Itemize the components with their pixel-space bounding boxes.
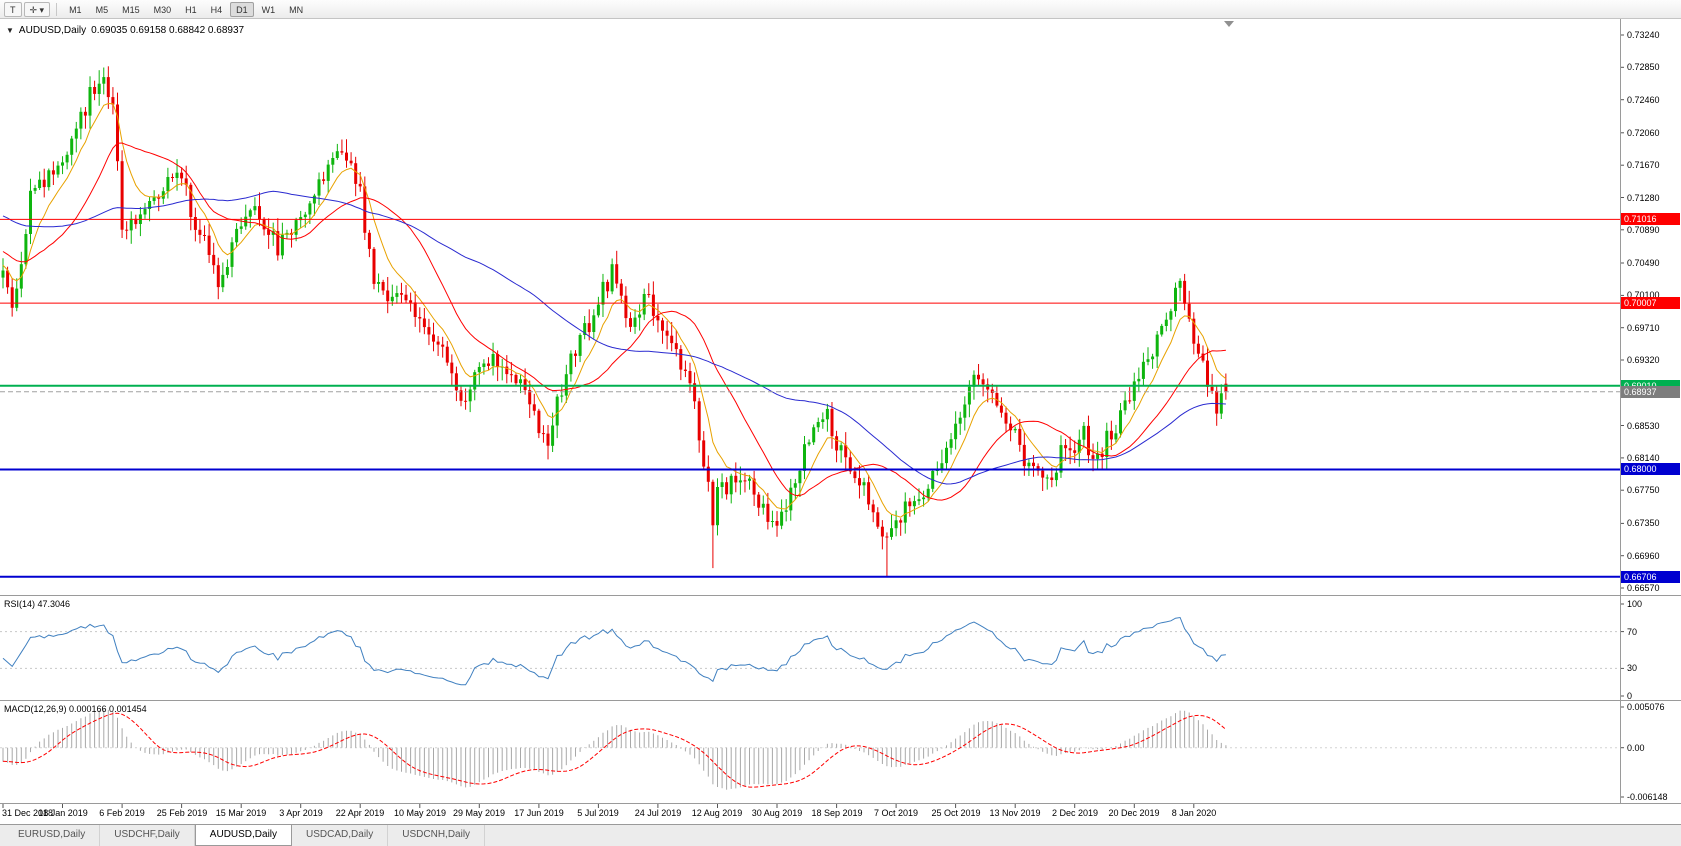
time-axis-label: 18 Jan 2019 (38, 808, 88, 818)
macd-axis-tick: 0.00 (1627, 743, 1645, 753)
price-badge-068937: 0.68937 (1621, 386, 1680, 398)
timeframe-toolbar: T ✛ ▾ M1 M5 M15 M30 H1 H4 D1 W1 MN (0, 0, 1681, 19)
time-axis-label: 20 Dec 2019 (1108, 808, 1160, 818)
time-axis-label: 25 Oct 2019 (931, 808, 981, 818)
rsi-label: RSI(14) 47.3046 (4, 599, 71, 609)
price-axis-tick: 0.66570 (1627, 583, 1660, 593)
macd-histogram (2, 709, 1227, 790)
chart-ohlc-values: 0.69035 0.69158 0.68842 0.68937 (91, 25, 245, 36)
ma-fast-orange-line (2, 102, 1227, 518)
price-axis-tick: 0.70100 (1627, 290, 1660, 300)
chart-title: ▼ AUDUSD,Daily 0.69035 0.69158 0.68842 0… (6, 25, 244, 36)
chart-tab-usdcnh[interactable]: USDCNH,Daily (388, 825, 486, 846)
time-axis-label: 31 Dec 2018 (2, 808, 54, 818)
time-axis-label: 7 Oct 2019 (873, 808, 919, 818)
timeframe-m5-button[interactable]: M5 (95, 4, 109, 15)
price-axis-tick: 0.72850 (1627, 62, 1660, 72)
ma-mid-red-line (2, 142, 1226, 501)
time-axis-label: 18 Sep 2019 (811, 808, 863, 818)
timeframe-h4-button[interactable]: H4 (210, 4, 223, 15)
timeframe-d1-button[interactable]: D1 (230, 1, 254, 17)
price-axis-tick: 0.70890 (1627, 225, 1660, 235)
crosshair-tool-button[interactable]: ✛ ▾ (23, 1, 51, 17)
price-axis-tick: 0.69320 (1627, 355, 1660, 365)
price-axis-tick: 0.69710 (1627, 323, 1660, 333)
price-axis-tick: 0.68530 (1627, 421, 1660, 431)
price-badge-066706: 0.66706 (1621, 571, 1680, 583)
time-axis-label: 24 Jul 2019 (634, 808, 682, 818)
price-axis-tick: 0.71670 (1627, 160, 1660, 170)
time-axis-label: 30 Aug 2019 (751, 808, 803, 818)
timeframe-mn-button[interactable]: MN (289, 4, 304, 15)
price-axis-tick: 0.71280 (1627, 193, 1660, 203)
time-axis-label: 10 May 2019 (393, 808, 447, 818)
time-axis-label: 17 Jun 2019 (514, 808, 564, 818)
time-axis-label: 8 Jan 2020 (1171, 808, 1217, 818)
timeframe-w1-button[interactable]: W1 (261, 4, 276, 15)
rsi-axis-tick: 0 (1627, 691, 1633, 701)
time-axis-label: 15 Mar 2019 (215, 808, 267, 818)
time-axis-label: 6 Feb 2019 (99, 808, 145, 818)
rsi-axis-tick: 30 (1627, 663, 1638, 673)
macd-label: MACD(12,26,9) 0.000166 0.001454 (4, 704, 147, 714)
timeframe-m15-button[interactable]: M15 (122, 4, 140, 15)
price-axis-tick: 0.67750 (1627, 485, 1660, 495)
text-tool-button[interactable]: T (4, 1, 22, 17)
macd-axis-tick: 0.005076 (1627, 702, 1665, 712)
time-axis-label: 3 Apr 2019 (279, 808, 323, 818)
chart-tab-usdchf[interactable]: USDCHF,Daily (100, 825, 195, 846)
time-axis-label: 22 Apr 2019 (335, 808, 385, 818)
price-badge-070007: 0.70007 (1621, 297, 1680, 309)
price-axis-tick: 0.72460 (1627, 95, 1660, 105)
price-axis-tick: 0.73240 (1627, 30, 1660, 40)
price-axis-tick: 0.66960 (1627, 551, 1660, 561)
timeframe-m30-button[interactable]: M30 (153, 4, 172, 15)
timeframe-m1-button[interactable]: M1 (69, 4, 82, 15)
time-axis-label: 25 Feb 2019 (156, 808, 208, 818)
price-axis-tick: 0.70490 (1627, 258, 1660, 268)
chart-tab-usdcad[interactable]: USDCAD,Daily (292, 825, 389, 846)
ma-slow-blue-line (2, 190, 1226, 485)
chart-tab-eurusd[interactable]: EURUSD,Daily (4, 825, 101, 846)
chart-symbol-label: AUDUSD,Daily (18, 25, 87, 36)
rsi-axis-tick: 70 (1627, 627, 1638, 637)
macd-signal-line (2, 712, 1227, 788)
chart-shift-marker[interactable] (1224, 21, 1234, 27)
price-axis-tick: 0.72060 (1627, 128, 1660, 138)
time-axis-label: 12 Aug 2019 (691, 808, 743, 818)
price-axis-tick: 0.68140 (1627, 453, 1660, 463)
chart-tab-bar: EURUSD,Daily USDCHF,Daily AUDUSD,Daily USDC… (0, 824, 1681, 846)
symbol-dropdown-icon[interactable]: ▼ (6, 25, 14, 35)
macd-axis-tick: -0.006148 (1627, 792, 1668, 802)
timeframe-h1-button[interactable]: H1 (185, 4, 197, 15)
price-axis-tick: 0.67350 (1627, 518, 1660, 528)
chart-tab-audusd[interactable]: AUDUSD,Daily (194, 825, 293, 846)
time-axis-label: 5 Jul 2019 (577, 808, 619, 818)
time-axis-label: 2 Dec 2019 (1051, 808, 1099, 818)
price-badge-071016: 0.71016 (1621, 213, 1680, 225)
rsi-line (2, 616, 1226, 686)
price-badge-068000: 0.68000 (1621, 463, 1680, 475)
candlestick-series (1, 66, 1228, 577)
rsi-axis-tick: 100 (1627, 599, 1643, 609)
time-axis-label: 13 Nov 2019 (989, 808, 1041, 818)
toolbar-separator (56, 2, 58, 16)
time-axis-label: 29 May 2019 (452, 808, 506, 818)
